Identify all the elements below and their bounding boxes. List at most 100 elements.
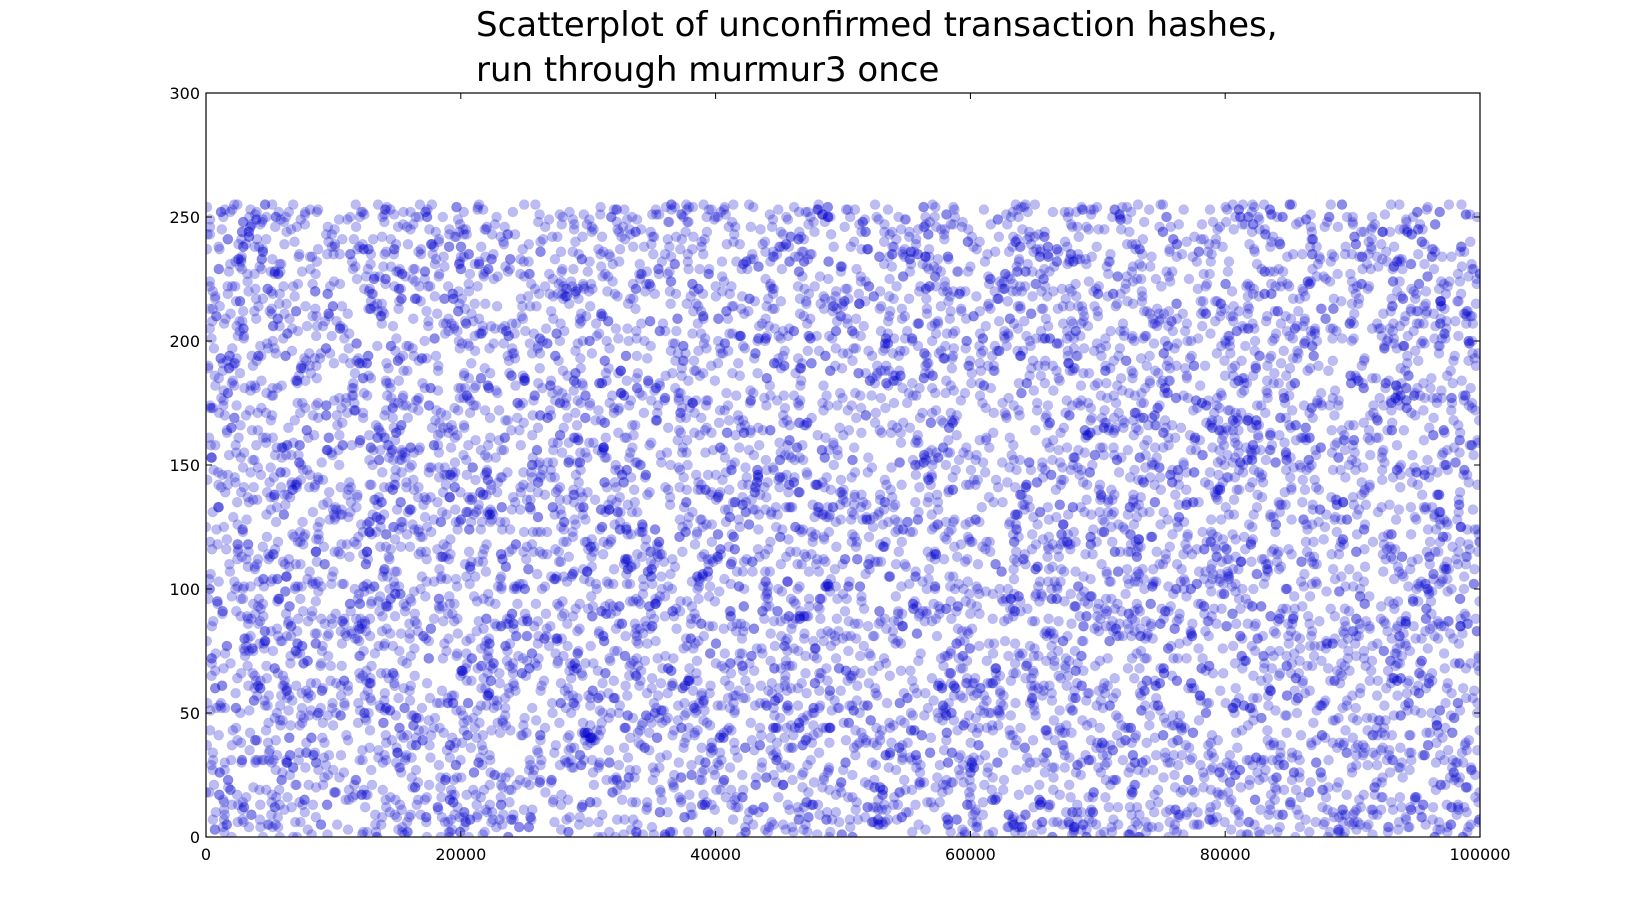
scatter-point	[311, 556, 323, 568]
scatter-point	[335, 749, 347, 761]
scatter-point	[1048, 715, 1060, 726]
scatter-point	[779, 680, 791, 692]
scatter-point	[341, 729, 352, 741]
scatter-point	[1248, 583, 1259, 595]
scatter-point	[765, 628, 777, 639]
scatter-point	[822, 201, 834, 213]
scatter-point	[882, 315, 894, 327]
scatter-point	[1187, 618, 1198, 630]
scatter-point	[945, 648, 956, 659]
scatter-point	[706, 519, 718, 530]
scatter-point	[1446, 251, 1457, 263]
scatter-point	[603, 744, 615, 756]
scatter-point	[1280, 710, 1291, 721]
scatter-point	[1434, 514, 1446, 525]
scatter-point	[828, 459, 840, 471]
scatter-point	[1213, 789, 1224, 801]
scatter-point	[333, 459, 345, 471]
scatter-point	[890, 234, 902, 245]
scatter-point	[828, 241, 840, 253]
scatter-point	[907, 710, 919, 721]
scatter-point	[547, 707, 558, 719]
chart-title: Scatterplot of unconfirmed transaction h…	[476, 5, 1278, 90]
scatter-point	[797, 782, 808, 793]
scatter-point	[1290, 784, 1302, 796]
scatter-point	[221, 534, 233, 545]
scatter-point	[230, 687, 241, 699]
scatter-point	[493, 405, 505, 416]
scatter-point	[387, 320, 399, 332]
scatter-point	[522, 291, 534, 302]
scatter-point	[1030, 539, 1042, 550]
scatter-point	[441, 541, 453, 553]
scatter-point	[311, 628, 323, 639]
scatter-point	[1297, 496, 1308, 508]
scatter-point	[740, 675, 751, 687]
scatter-point	[1269, 794, 1281, 806]
scatter-point	[897, 382, 908, 394]
scatter-point	[1227, 640, 1239, 652]
scatter-point	[1304, 591, 1316, 602]
scatter-point	[694, 263, 705, 275]
scatter-point	[1277, 603, 1288, 615]
scatter-point	[571, 419, 583, 431]
scatter-point	[1387, 804, 1399, 816]
scatter-point	[300, 300, 311, 312]
scatter-point	[680, 348, 691, 359]
scatter-point	[732, 357, 744, 369]
scatter-point	[1366, 323, 1378, 334]
scatter-point	[1037, 816, 1048, 828]
scatter-point	[840, 496, 852, 508]
scatter-point	[608, 563, 620, 575]
scatter-point	[314, 516, 326, 528]
scatter-point	[884, 717, 895, 729]
scatter-point	[1150, 749, 1162, 761]
scatter-point	[394, 799, 406, 811]
scatter-point	[243, 645, 255, 657]
scatter-point	[1365, 665, 1377, 677]
scatter-point	[1113, 519, 1124, 530]
scatter-point	[1378, 566, 1389, 577]
scatter-point	[466, 494, 478, 506]
scatter-point	[1304, 826, 1315, 837]
scatter-point	[860, 737, 872, 749]
scatter-point	[475, 241, 487, 253]
scatter-point	[800, 667, 811, 679]
scatter-point	[413, 526, 424, 538]
scatter-point	[1095, 494, 1106, 506]
scatter-point	[1473, 797, 1480, 808]
scatter-point	[1096, 412, 1108, 424]
scatter-point	[1147, 633, 1158, 644]
scatter-point	[780, 211, 792, 223]
scatter-point	[1232, 742, 1243, 754]
scatter-point	[979, 256, 991, 267]
scatter-point	[1080, 548, 1091, 560]
scatter-point	[315, 660, 326, 672]
scatter-point	[1210, 234, 1222, 245]
scatter-point	[1129, 335, 1140, 347]
scatter-point	[293, 251, 305, 263]
scatter-point	[823, 444, 835, 456]
scatter-point	[856, 489, 867, 501]
scatter-point	[608, 675, 620, 687]
scatter-point	[743, 199, 755, 210]
scatter-point	[425, 462, 437, 473]
scatter-point	[1199, 477, 1211, 488]
scatter-point	[1081, 221, 1092, 233]
scatter-point	[222, 288, 234, 300]
scatter-point	[800, 419, 812, 431]
scatter-point	[920, 687, 931, 699]
scatter-point	[432, 365, 444, 377]
scatter-point	[1027, 291, 1038, 302]
scatter-point	[875, 615, 886, 627]
scatter-point	[344, 211, 356, 223]
scatter-point	[926, 335, 938, 347]
scatter-point	[1205, 514, 1217, 525]
scatter-point	[1450, 457, 1462, 468]
scatter-point	[450, 573, 462, 585]
scatter-point	[811, 330, 823, 342]
scatter-point	[1152, 796, 1164, 808]
scatter-point	[1148, 338, 1160, 349]
scatter-point	[1325, 603, 1336, 615]
scatter-point	[702, 469, 714, 481]
